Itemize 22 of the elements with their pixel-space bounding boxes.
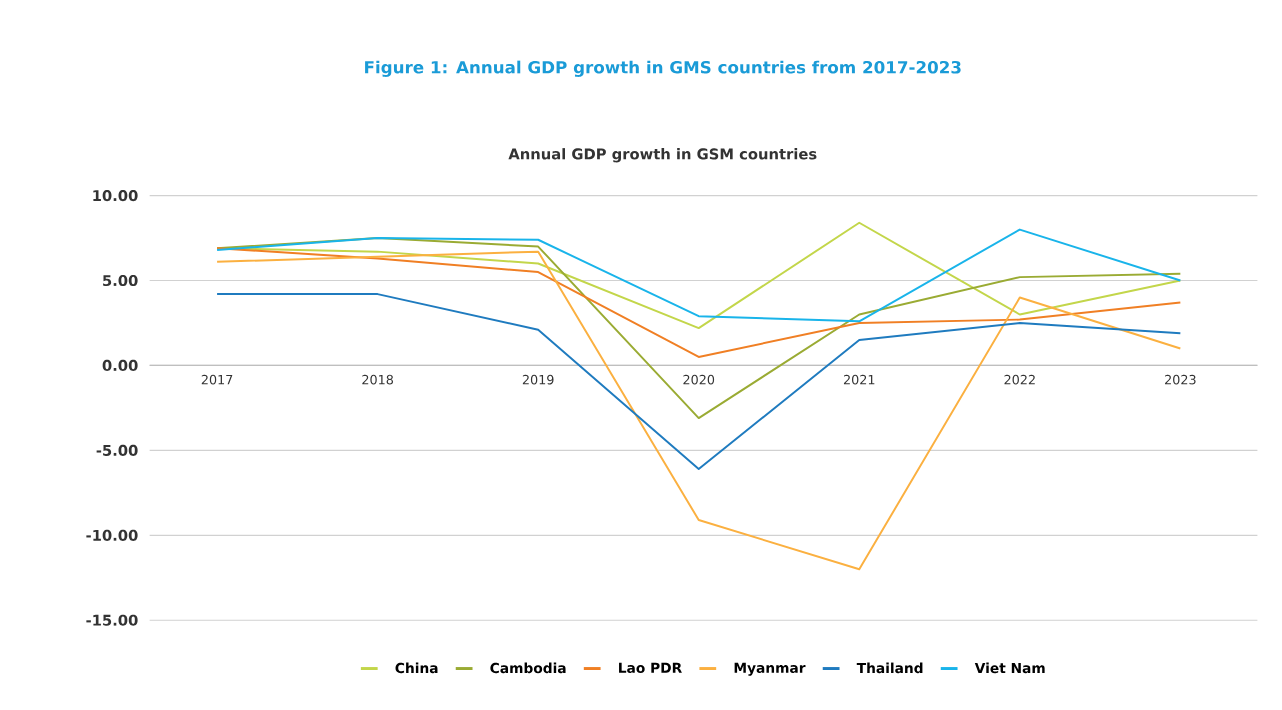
legend-label: Myanmar [734, 662, 806, 676]
chart-subtitle: Annual GDP growth in GSM countries [508, 148, 817, 163]
x-tick-label: 2019 [522, 374, 554, 385]
chart-title: Figure 1: Annual GDP growth in GMS countries from 2017-2023 [365, 60, 961, 78]
legend-label: Thailand [856, 662, 923, 674]
x-tick-label: 2018 [362, 374, 394, 385]
x-tick-label: 2020 [683, 374, 715, 385]
y-tick-label: 0.00 [102, 360, 138, 372]
x-tick-label: 2023 [1165, 374, 1196, 385]
x-tick-label: 2017 [201, 374, 233, 385]
y-tick-label: 5.00 [103, 275, 138, 287]
y-tick-label: -5.00 [96, 444, 138, 457]
legend-label: Lao PDR [619, 662, 682, 674]
x-tick-label: 2021 [843, 374, 875, 385]
y-tick-label: 10.00 [93, 190, 138, 202]
legend-label: Viet Nam [974, 662, 1045, 674]
y-tick-label: -15.00 [86, 614, 138, 626]
line-series [216, 247, 1182, 359]
x-tick-label: 2022 [1004, 374, 1035, 385]
legend-label: China [395, 662, 438, 674]
legend-label: Cambodia [490, 662, 566, 674]
y-tick-label: -10.00 [86, 529, 138, 542]
